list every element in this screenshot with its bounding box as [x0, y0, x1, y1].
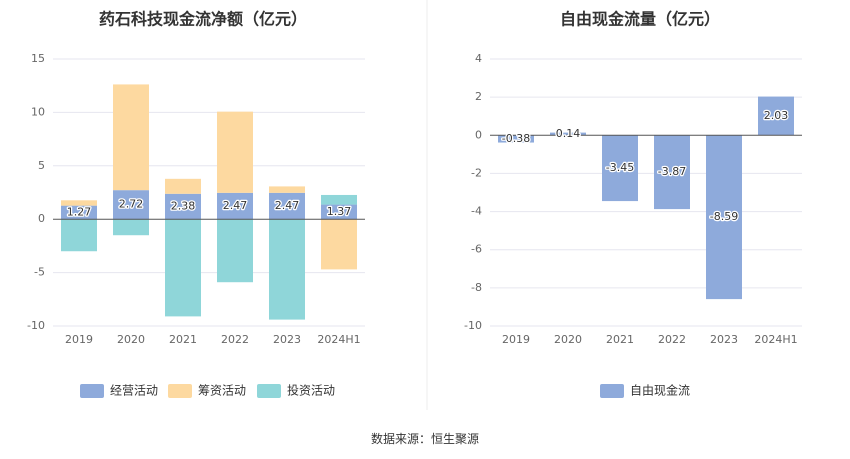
y-tick-label: 5	[38, 159, 45, 172]
data-label: 2.03	[764, 109, 789, 122]
x-tick-label: 2019	[65, 333, 93, 346]
y-tick-label: 0	[38, 212, 45, 225]
legend-label: 投资活动	[287, 383, 335, 398]
data-label: -8.59	[710, 210, 738, 223]
bar-financing	[217, 111, 253, 193]
legend-item-investing[interactable]: 投资活动	[257, 383, 335, 399]
x-tick-label: 2020	[117, 333, 145, 346]
bar-investing	[113, 219, 149, 236]
x-tick-label: 2019	[502, 333, 530, 346]
x-tick-label: 2023	[710, 333, 738, 346]
data-label: 1.37	[327, 205, 352, 218]
y-tick-label: 0	[475, 128, 482, 141]
data-label: 2.47	[223, 199, 248, 212]
bar-investing	[321, 194, 357, 205]
bar-financing	[165, 178, 201, 194]
y-tick-label: 4	[475, 52, 482, 65]
y-tick-label: -2	[471, 166, 482, 179]
x-tick-label: 2024H1	[317, 333, 360, 346]
bar-fcf	[498, 135, 534, 143]
chart-title: 药石科技现金流净额（亿元）	[99, 10, 307, 29]
x-tick-label: 2021	[169, 333, 197, 346]
y-tick-label: -5	[34, 266, 45, 279]
data-label: -3.45	[606, 161, 634, 174]
legend-label: 筹资活动	[198, 384, 246, 398]
bar-financing	[113, 84, 149, 191]
bar-financing	[269, 186, 305, 193]
bar-operating	[61, 205, 97, 220]
legend-label: 经营活动	[110, 384, 158, 398]
x-tick-label: 2024H1	[754, 333, 797, 346]
x-tick-label: 2021	[606, 333, 634, 346]
data-label: 2.38	[171, 199, 196, 212]
x-tick-label: 2022	[658, 333, 686, 346]
data-label: -3.87	[658, 165, 686, 178]
bar-financing	[61, 200, 97, 206]
x-tick-label: 2020	[554, 333, 582, 346]
bar-operating	[217, 192, 253, 220]
data-label: 2.72	[119, 198, 144, 211]
data-label: 0.14	[556, 127, 581, 140]
data-label: 2.47	[275, 199, 300, 212]
y-tick-label: -8	[471, 281, 482, 294]
chart-panel-right: 自由现金流量（亿元） 4 2 0 -2 -4 -6 -8 -10 2019 2020 2021 2022…	[464, 10, 802, 399]
source-label: 数据来源：恒生聚源	[370, 432, 479, 446]
bar-investing	[61, 219, 97, 252]
bar-fcf	[654, 135, 690, 210]
legend-label: 自由现金流	[630, 383, 690, 398]
bar-fcf	[602, 135, 638, 202]
x-tick-label: 2022	[221, 333, 249, 346]
bar-fcf	[706, 135, 742, 300]
y-tick-label: 2	[475, 90, 482, 103]
bar-investing	[217, 219, 253, 283]
y-tick-label: -4	[471, 205, 482, 218]
legend-swatch	[257, 384, 281, 398]
y-tick-label: 15	[31, 52, 45, 65]
bar-operating	[269, 192, 305, 220]
bar-investing	[269, 219, 305, 320]
legend-item-operating[interactable]: 经营活动	[80, 384, 158, 399]
bar-fcf	[758, 96, 794, 136]
data-label: 1.27	[67, 205, 92, 218]
x-tick-label: 2023	[273, 333, 301, 346]
bar-fcf	[550, 132, 586, 136]
bar-financing	[321, 219, 357, 270]
legend-swatch	[80, 384, 104, 398]
legend-swatch	[600, 384, 624, 398]
legend-item-financing[interactable]: 筹资活动	[168, 384, 246, 399]
legend-item-fcf[interactable]: 自由现金流	[600, 383, 690, 399]
y-tick-label: 10	[31, 105, 45, 118]
legend-swatch	[168, 384, 192, 398]
chart-panel-left: 药石科技现金流净额（亿元） 15 10 5 0 -5 -10 2019 2020 2021 2022…	[27, 10, 365, 399]
y-tick-label: -10	[464, 319, 482, 332]
bar-operating	[321, 204, 357, 220]
chart-title: 自由现金流量（亿元）	[560, 10, 720, 29]
bar-investing	[165, 219, 201, 317]
y-tick-label: -10	[27, 319, 45, 332]
y-tick-label: -6	[471, 243, 482, 256]
data-label: -0.38	[502, 132, 530, 145]
bar-operating	[165, 193, 201, 220]
bar-operating	[113, 190, 149, 220]
